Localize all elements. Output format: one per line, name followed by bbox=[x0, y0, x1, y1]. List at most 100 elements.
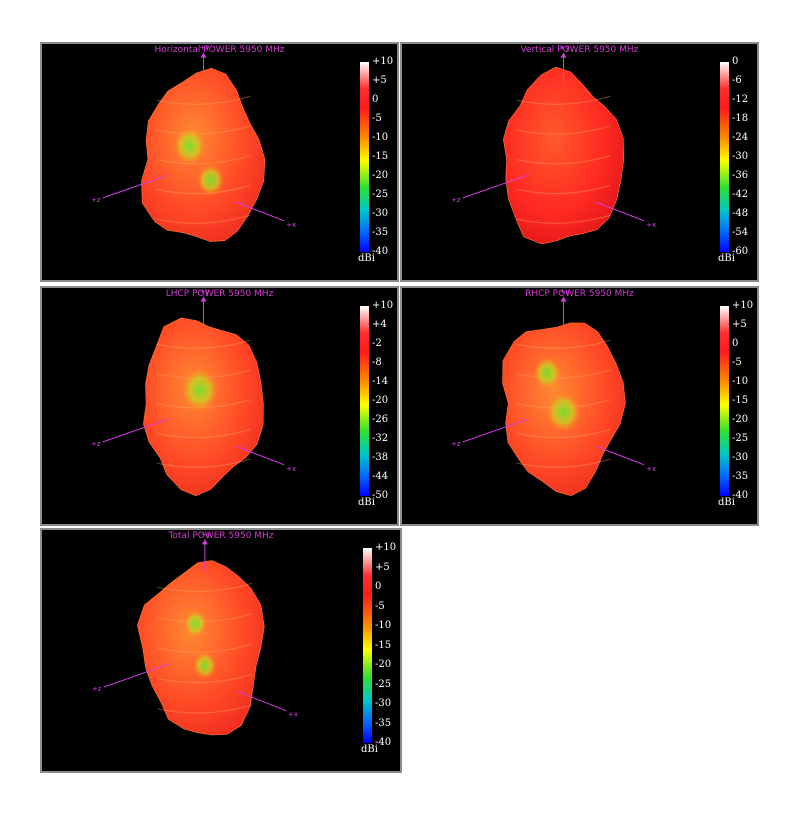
colorbar-tick-label: -35 bbox=[732, 471, 749, 482]
colorbar-tick-label: -25 bbox=[375, 678, 392, 690]
surface-facet-line bbox=[156, 339, 251, 349]
colorbar-tick-label: -54 bbox=[732, 227, 749, 238]
colorbar-tick-label: +10 bbox=[372, 300, 394, 311]
colorbar bbox=[720, 62, 729, 252]
radiation-pattern-panel: RHCP POWER 5950 MHz +y +z +x +10 +5 0 -5 -10 -15 -… bbox=[400, 286, 759, 526]
colorbar-tick-label: +10 bbox=[372, 56, 394, 67]
colorbar-tick-label: -35 bbox=[375, 717, 392, 729]
colorbar bbox=[360, 306, 369, 496]
radiation-pattern-panel: LHCP POWER 5950 MHz +y +z +x +10 +4 -2 -8 -14 -20… bbox=[40, 286, 399, 526]
colorbar-tick-label: -25 bbox=[732, 433, 749, 444]
x-axis-line bbox=[235, 201, 285, 222]
surface-facet-line bbox=[516, 214, 611, 224]
surface-facet-line bbox=[156, 458, 251, 468]
colorbar-unit: dBi bbox=[358, 497, 375, 508]
colorbar-tick-label: -15 bbox=[732, 395, 749, 406]
colorbar-tick-label: -30 bbox=[732, 151, 749, 162]
colorbar-tick-label: -60 bbox=[732, 246, 749, 257]
surface-facet-line bbox=[516, 125, 611, 135]
colorbar-unit: dBi bbox=[718, 497, 735, 508]
surface-facet-line bbox=[156, 155, 251, 165]
surface-facet-line bbox=[156, 125, 251, 135]
colorbar-tick-label: -20 bbox=[372, 395, 389, 406]
colorbar-tick-label: -40 bbox=[375, 737, 392, 748]
colorbar-tick-label: +5 bbox=[732, 319, 747, 330]
y-axis-arrowhead bbox=[200, 52, 207, 58]
y-axis-arrowhead bbox=[201, 539, 208, 545]
x-axis-label: +x bbox=[286, 465, 296, 473]
colorbar-tick-label: 0 bbox=[732, 338, 739, 349]
panel-title: LHCP POWER 5950 MHz bbox=[165, 289, 274, 299]
gain-hotspot bbox=[196, 163, 225, 197]
colorbar-tick-label: -30 bbox=[372, 208, 389, 219]
x-axis-line bbox=[235, 445, 285, 466]
z-axis-label: +z bbox=[92, 685, 102, 693]
colorbar-tick-label: -42 bbox=[732, 189, 749, 200]
colorbar-tick-label: 0 bbox=[372, 94, 379, 105]
colorbar-tick-label: -26 bbox=[372, 414, 389, 425]
colorbar-unit: dBi bbox=[718, 253, 735, 264]
colorbar-tick-label: -30 bbox=[732, 452, 749, 463]
colorbar-tick-label: -40 bbox=[732, 490, 749, 501]
pattern-plot: +y +z +x bbox=[91, 288, 296, 497]
x-axis-label: +x bbox=[286, 221, 296, 229]
y-axis-label: +y bbox=[200, 44, 210, 52]
surface-facet-line bbox=[516, 428, 611, 439]
y-axis-label: +y bbox=[201, 530, 211, 538]
pattern-plot: +y +z +x bbox=[451, 44, 656, 245]
surface-facet-line bbox=[156, 428, 251, 439]
colorbar-tick-label: 0 bbox=[732, 56, 739, 67]
radiation-pattern-panel: Vertical POWER 5950 MHz +y +z +x 0 -6 -12 -18 -2… bbox=[400, 42, 759, 282]
colorbar-tick-label: -44 bbox=[372, 471, 389, 482]
surface-facet-line bbox=[516, 369, 611, 379]
radiation-pattern-panel: Horizontal POWER 5950 MHz +y +z +x +10 +5 0 -5 -… bbox=[40, 42, 399, 282]
z-axis-line bbox=[103, 663, 170, 688]
panel-title: RHCP POWER 5950 MHz bbox=[525, 289, 634, 299]
gain-hotspot bbox=[181, 368, 219, 412]
surface-facet-line bbox=[516, 184, 611, 195]
surface-facet-line bbox=[516, 339, 611, 349]
x-axis-line bbox=[595, 201, 645, 222]
colorbar-tick-label: -10 bbox=[375, 620, 392, 631]
surface-facet-line bbox=[156, 95, 251, 105]
x-axis-label: +x bbox=[646, 465, 656, 473]
z-axis-line bbox=[102, 174, 169, 199]
gain-hotspot bbox=[173, 127, 206, 166]
colorbar-tick-label: -6 bbox=[732, 75, 742, 86]
colorbar-tick-label: -15 bbox=[375, 639, 392, 651]
z-axis-label: +z bbox=[451, 196, 461, 204]
pattern-plot: +y +z +x bbox=[92, 530, 298, 736]
gain-hotspot bbox=[545, 391, 582, 433]
colorbar-tick-label: -8 bbox=[372, 357, 382, 368]
y-axis-arrowhead bbox=[560, 52, 567, 58]
colorbar-tick-label: -40 bbox=[372, 246, 389, 257]
colorbar-tick-label: +10 bbox=[375, 542, 397, 553]
colorbar-tick-label: 0 bbox=[375, 581, 382, 592]
colorbar-tick-label: -5 bbox=[372, 113, 382, 124]
z-axis-line bbox=[462, 174, 529, 199]
colorbar-tick-label: -14 bbox=[372, 376, 389, 387]
panel-title: Total POWER 5950 MHz bbox=[168, 531, 274, 541]
colorbar-tick-label: -24 bbox=[732, 132, 749, 143]
surface-facet-line bbox=[157, 673, 253, 684]
colorbar-tick-label: -10 bbox=[372, 132, 389, 143]
colorbar-tick-label: -25 bbox=[372, 189, 389, 200]
colorbar-tick-label: +5 bbox=[372, 75, 387, 86]
colorbar bbox=[360, 62, 369, 252]
colorbar-tick-label: -32 bbox=[372, 433, 389, 444]
gain-hotspot bbox=[183, 609, 208, 638]
gain-hotspot bbox=[533, 356, 562, 390]
colorbar-tick-label: -48 bbox=[732, 208, 749, 219]
colorbar-tick-label: -5 bbox=[732, 357, 742, 368]
y-axis-arrowhead bbox=[560, 296, 567, 302]
x-axis-label: +x bbox=[646, 221, 656, 229]
colorbar-tick-label: -50 bbox=[372, 490, 389, 501]
colorbar-unit: dBi bbox=[361, 744, 378, 755]
colorbar-tick-label: -30 bbox=[375, 698, 392, 709]
colorbar-tick-label: -12 bbox=[732, 94, 749, 105]
colorbar-tick-label: +10 bbox=[732, 300, 754, 311]
y-axis-arrowhead bbox=[200, 296, 207, 302]
surface-facet-line bbox=[516, 458, 611, 468]
colorbar-tick-label: -35 bbox=[372, 227, 389, 238]
colorbar-tick-label: -20 bbox=[375, 659, 392, 670]
